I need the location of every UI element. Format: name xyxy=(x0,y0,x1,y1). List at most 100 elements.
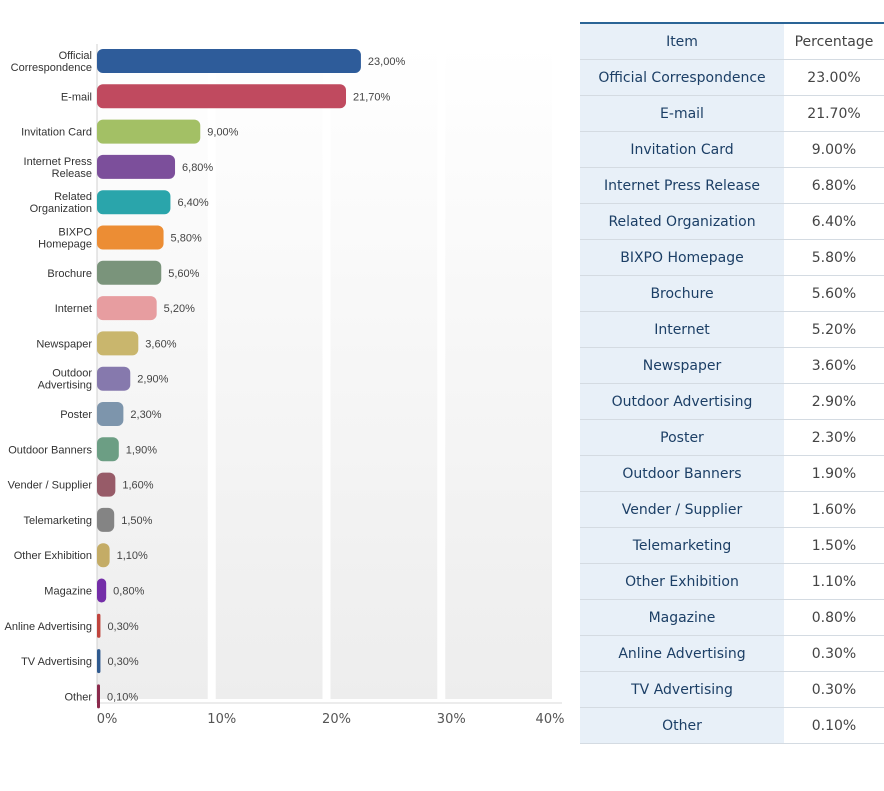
bar xyxy=(97,578,107,603)
category-label: Newspaper xyxy=(36,338,92,350)
header-item: Item xyxy=(580,23,784,60)
bar xyxy=(97,684,100,709)
table-cell-item: Vender / Supplier xyxy=(580,491,784,528)
data-label: 6,80% xyxy=(182,162,213,174)
table-row: Internet 5.20% xyxy=(580,311,884,348)
table-cell-item: BIXPO Homepage xyxy=(580,239,784,276)
category-label-line: Other xyxy=(64,691,92,703)
bar xyxy=(97,49,361,73)
table-cell-item: TV Advertising xyxy=(580,671,784,708)
category-label: Related Organization xyxy=(30,191,92,215)
table-row: BIXPO Homepage 5.80% xyxy=(580,239,884,276)
category-label-line: Correspondence xyxy=(11,62,92,74)
data-label: 5,20% xyxy=(164,303,195,315)
table-row: Poster 2.30% xyxy=(580,419,884,456)
category-label-line: Invitation Card xyxy=(21,127,92,139)
bar xyxy=(97,260,162,285)
table-cell-percentage: 6.40% xyxy=(784,203,884,240)
bar-chart: 0% 10% 20% 30% 40% Official Correspondence E-m… xyxy=(5,44,564,727)
category-label-line: Outdoor xyxy=(52,368,92,380)
category-label-line: Internet Press xyxy=(24,156,93,168)
table-cell-percentage: 1.60% xyxy=(784,491,884,528)
data-label: 0,10% xyxy=(107,691,138,703)
table-row: Other Exhibition 1.10% xyxy=(580,563,884,600)
category-label-line: Brochure xyxy=(47,268,92,280)
category-label: Telemarketing xyxy=(24,515,92,527)
table-cell-item: Brochure xyxy=(580,275,784,312)
data-label: 0,30% xyxy=(107,621,138,633)
table-cell-item: Magazine xyxy=(580,599,784,636)
table-cell-item: Outdoor Advertising xyxy=(580,383,784,420)
category-label-line: Poster xyxy=(60,409,92,421)
table-cell-item: Other xyxy=(580,707,784,744)
category-label: Invitation Card xyxy=(21,127,92,139)
bar xyxy=(97,472,116,497)
category-label-line: TV Advertising xyxy=(21,656,92,668)
x-tick-label: 30% xyxy=(437,712,466,727)
category-label: TV Advertising xyxy=(21,656,92,668)
bar xyxy=(97,613,101,638)
bar xyxy=(97,402,124,426)
category-label-line: Internet xyxy=(55,303,92,315)
table-row: Magazine 0.80% xyxy=(580,599,884,636)
data-label: 2,90% xyxy=(137,374,168,386)
x-tick-label: 10% xyxy=(207,712,236,727)
category-label-line: Telemarketing xyxy=(24,515,92,527)
table-cell-item: Anline Advertising xyxy=(580,635,784,672)
bar xyxy=(97,119,201,144)
category-label: Vender / Supplier xyxy=(8,480,93,492)
table-cell-percentage: 23.00% xyxy=(784,59,884,96)
category-label: Internet Press Release xyxy=(24,156,93,180)
data-label: 5,60% xyxy=(168,268,199,280)
table-cell-item: Newspaper xyxy=(580,347,784,384)
bar xyxy=(97,154,176,179)
table-cell-percentage: 6.80% xyxy=(784,167,884,204)
table-row: Brochure 5.60% xyxy=(580,275,884,312)
table-row: Newspaper 3.60% xyxy=(580,347,884,384)
table-cell-percentage: 1.10% xyxy=(784,563,884,600)
table-row: Anline Advertising 0.30% xyxy=(580,635,884,672)
table-cell-item: E-mail xyxy=(580,95,784,132)
bar xyxy=(97,225,164,250)
data-label: 9,00% xyxy=(207,127,238,139)
category-label-line: Official xyxy=(59,50,92,62)
category-label: E-mail xyxy=(61,91,92,103)
data-label: 1,10% xyxy=(117,550,148,562)
table-cell-percentage: 0.30% xyxy=(784,671,884,708)
table-row: E-mail 21.70% xyxy=(580,95,884,132)
bar xyxy=(97,296,157,321)
table-cell-item: Poster xyxy=(580,419,784,456)
percentage-table: Item Percentage Official Correspondence 2… xyxy=(580,22,884,744)
table-header-row: Item Percentage xyxy=(580,23,884,60)
table-cell-item: Outdoor Banners xyxy=(580,455,784,492)
table-cell-percentage: 5.60% xyxy=(784,275,884,312)
table-cell-item: Telemarketing xyxy=(580,527,784,564)
data-label: 23,00% xyxy=(368,56,406,68)
bar xyxy=(97,437,119,462)
table-row: Outdoor Advertising 2.90% xyxy=(580,383,884,420)
table-cell-percentage: 9.00% xyxy=(784,131,884,168)
table-cell-item: Related Organization xyxy=(580,203,784,240)
category-label-line: Other Exhibition xyxy=(14,550,92,562)
table-cell-percentage: 0.10% xyxy=(784,707,884,744)
table-cell-percentage: 21.70% xyxy=(784,95,884,132)
data-label: 21,70% xyxy=(353,91,391,103)
category-label-line: Magazine xyxy=(44,586,92,598)
table-row: Other 0.10% xyxy=(580,707,884,744)
category-label: BIXPO Homepage xyxy=(38,227,92,251)
category-label: Brochure xyxy=(47,268,92,280)
table-cell-percentage: 1.50% xyxy=(784,527,884,564)
category-label: Outdoor Banners xyxy=(8,444,92,456)
category-label-line: Release xyxy=(52,168,92,180)
data-label: 5,80% xyxy=(171,233,202,245)
table-row: Outdoor Banners 1.90% xyxy=(580,455,884,492)
table-row: Invitation Card 9.00% xyxy=(580,131,884,168)
grid-band xyxy=(215,44,323,699)
category-label: Poster xyxy=(60,409,92,421)
table-cell-item: Official Correspondence xyxy=(580,59,784,96)
category-label-line: Advertising xyxy=(38,380,92,392)
category-label: Outdoor Advertising xyxy=(38,368,93,392)
table-cell-item: Internet Press Release xyxy=(580,167,784,204)
bars xyxy=(97,49,361,709)
table-cell-percentage: 5.20% xyxy=(784,311,884,348)
